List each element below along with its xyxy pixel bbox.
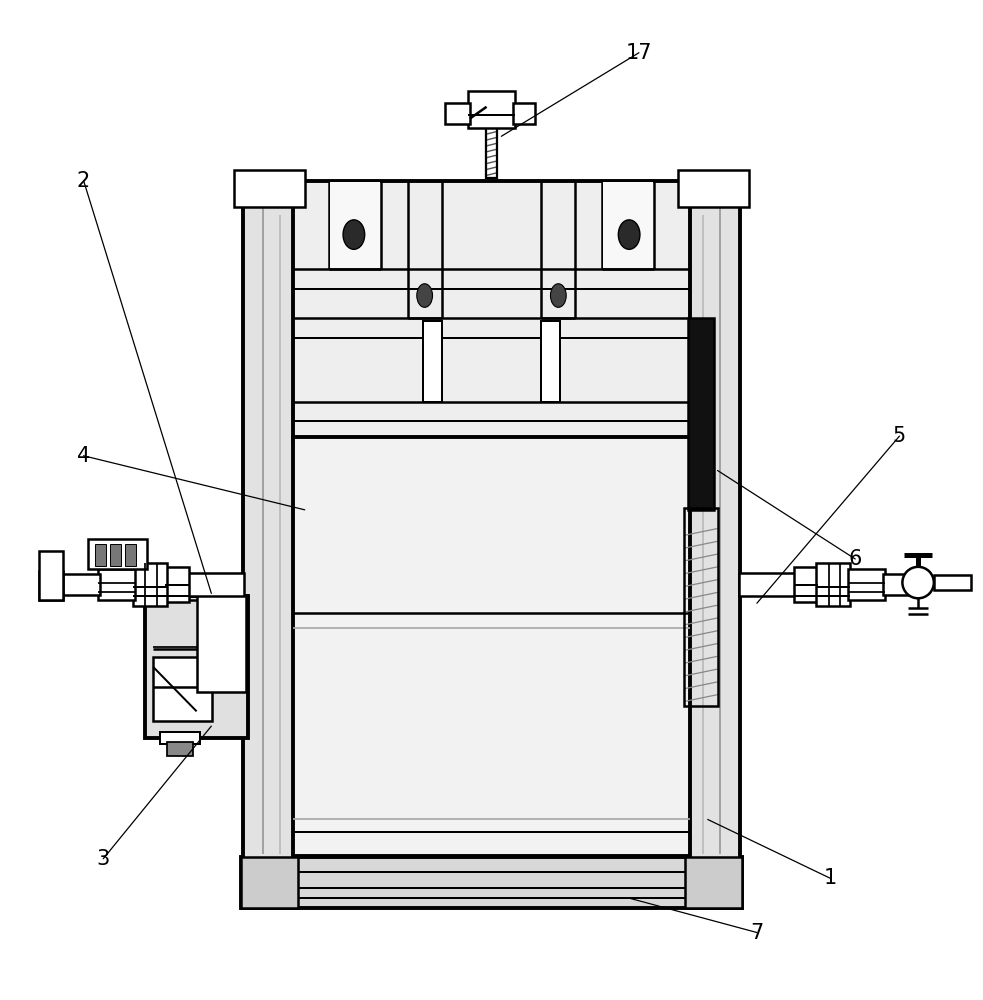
Bar (883, 574, 922, 595)
Bar (603, 182, 653, 268)
Bar (293, 181, 690, 318)
Bar (739, 573, 796, 596)
Text: 2: 2 (77, 171, 90, 191)
Bar (541, 321, 560, 402)
Bar (688, 318, 714, 510)
Bar (293, 181, 690, 441)
Text: 5: 5 (893, 426, 906, 446)
Bar (241, 857, 298, 908)
Bar (468, 91, 515, 128)
Bar (423, 321, 442, 402)
Bar (95, 544, 106, 566)
Bar (167, 742, 193, 756)
Bar (197, 595, 246, 692)
Bar (293, 437, 690, 856)
Bar (486, 124, 497, 178)
Ellipse shape (417, 284, 433, 307)
Bar (110, 544, 121, 566)
Bar (687, 181, 740, 908)
Bar (98, 569, 135, 600)
Text: 7: 7 (750, 923, 764, 943)
Bar (39, 571, 63, 600)
Bar (153, 657, 212, 721)
Text: 4: 4 (77, 446, 90, 466)
Bar (684, 508, 718, 706)
Bar (513, 103, 535, 124)
Ellipse shape (343, 220, 365, 249)
Bar (187, 573, 244, 596)
Bar (934, 575, 971, 590)
Bar (165, 567, 189, 602)
Circle shape (902, 567, 934, 598)
Bar (243, 181, 296, 908)
Bar (234, 170, 305, 207)
Text: 1: 1 (824, 868, 838, 888)
Bar (445, 103, 470, 124)
Text: 6: 6 (848, 549, 862, 569)
Bar (61, 574, 100, 595)
Bar (133, 563, 167, 606)
Bar (39, 551, 63, 600)
Bar (145, 596, 248, 738)
Text: 3: 3 (96, 849, 110, 869)
Bar (794, 567, 818, 602)
Bar (685, 857, 742, 908)
Bar (330, 182, 380, 268)
Bar (241, 857, 742, 908)
Bar (125, 544, 136, 566)
Ellipse shape (550, 284, 566, 307)
Ellipse shape (618, 220, 640, 249)
Bar (678, 170, 749, 207)
Bar (160, 732, 200, 744)
Bar (848, 569, 885, 600)
Bar (816, 563, 850, 606)
Bar (88, 539, 147, 569)
Text: 17: 17 (626, 43, 652, 63)
